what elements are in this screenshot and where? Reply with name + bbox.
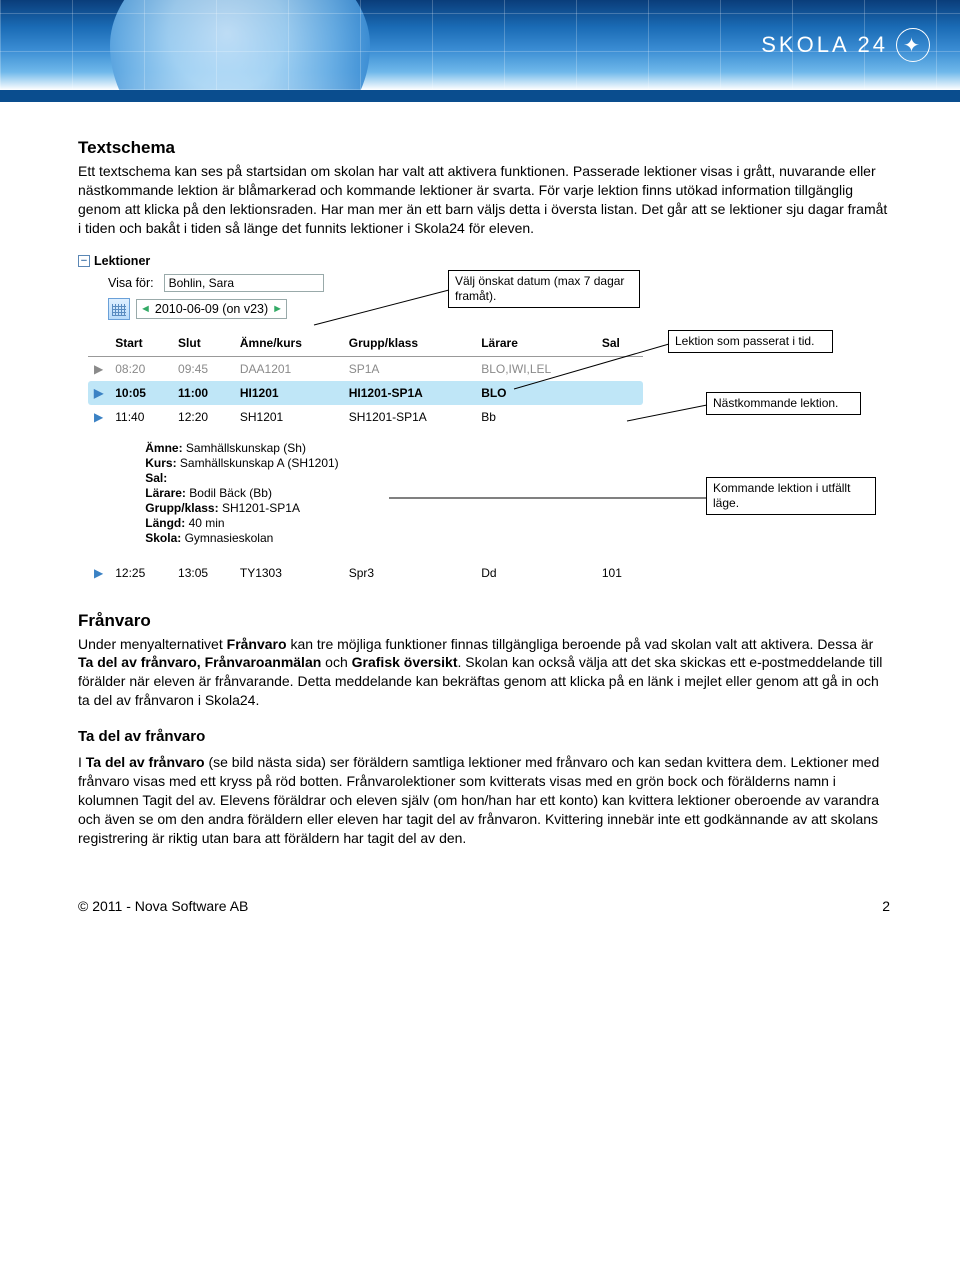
date-value: 2010-06-09 (on v23)	[155, 302, 268, 316]
cell-sal: 101	[596, 561, 643, 585]
cell-grupp: SH1201-SP1A	[343, 405, 475, 429]
callout-leader-icon	[314, 285, 454, 335]
cell-slut: 12:20	[172, 405, 234, 429]
col-slut: Slut	[172, 330, 234, 357]
detail-label-amne: Ämne:	[145, 441, 182, 455]
page-content: Textschema Ett textschema kan ses på sta…	[0, 102, 960, 898]
lektioner-title: Lektioner	[94, 254, 150, 268]
cell-grupp: HI1201-SP1A	[343, 381, 475, 405]
cell-amne: SH1201	[234, 405, 343, 429]
cell-slut: 09:45	[172, 356, 234, 381]
callout-leader-icon	[514, 341, 674, 396]
brand-logo: SKOLA 24 ✦	[761, 28, 930, 62]
detail-label-larare: Lärare:	[145, 486, 186, 500]
callout-expanded: Kommande lektion i utfällt läge.	[706, 477, 876, 515]
callout-past: Lektion som passerat i tid.	[668, 330, 833, 353]
cell-amne: HI1201	[234, 381, 343, 405]
cell-start: 10:05	[109, 381, 172, 405]
chevron-right-icon[interactable]: ►	[272, 303, 283, 315]
brand-name: SKOLA 24	[761, 32, 888, 58]
detail-larare: Bodil Bäck (Bb)	[189, 486, 272, 500]
detail-label-langd: Längd:	[145, 516, 185, 530]
cell-grupp: SP1A	[343, 356, 475, 381]
cell-start: 11:40	[109, 405, 172, 429]
lektioner-widget-wrap: − Lektioner Visa för: ◄ 2010-06-09 (on v…	[78, 252, 890, 585]
table-row[interactable]: ▶ 11:40 12:20 SH1201 SH1201-SP1A Bb	[88, 405, 643, 429]
callout-text: Lektion som passerat i tid.	[675, 334, 814, 348]
expand-icon[interactable]: ▶	[88, 381, 109, 405]
visa-for-label: Visa för:	[108, 276, 154, 290]
expand-icon[interactable]: ▶	[88, 405, 109, 429]
callout-next: Nästkommande lektion.	[706, 392, 861, 415]
visa-for-input[interactable]	[164, 274, 324, 292]
page-header-band: SKOLA 24 ✦	[0, 0, 960, 90]
section-heading-franvaro: Frånvaro	[78, 611, 890, 631]
col-start: Start	[109, 330, 172, 357]
detail-label-sal: Sal:	[145, 471, 167, 485]
detail-grupp: SH1201-SP1A	[222, 501, 300, 515]
section-heading-textschema: Textschema	[78, 138, 890, 158]
table-row[interactable]: ▶ 12:25 13:05 TY1303 Spr3 Dd 101	[88, 561, 643, 585]
cell-start: 08:20	[109, 356, 172, 381]
detail-langd: 40 min	[189, 516, 225, 530]
footer-copyright: © 2011 - Nova Software AB	[78, 898, 248, 914]
callout-date: Välj önskat datum (max 7 dagar framåt).	[448, 270, 640, 308]
detail-skola: Gymnasieskolan	[185, 531, 274, 545]
section-body-ta-del: I Ta del av frånvaro (se bild nästa sida…	[78, 753, 890, 847]
star-icon: ✦	[896, 28, 930, 62]
callout-text: Nästkommande lektion.	[713, 396, 838, 410]
cell-slut: 11:00	[172, 381, 234, 405]
calendar-icon[interactable]	[108, 298, 130, 320]
section-body-franvaro: Under menyalternativet Frånvaro kan tre …	[78, 635, 890, 711]
cell-larare: Dd	[475, 561, 596, 585]
date-picker[interactable]: ◄ 2010-06-09 (on v23) ►	[136, 299, 287, 319]
detail-amne: Samhällskunskap (Sh)	[186, 441, 306, 455]
expand-icon[interactable]: ▶	[88, 561, 109, 585]
callout-leader-icon	[389, 490, 709, 510]
cell-amne: DAA1201	[234, 356, 343, 381]
cell-start: 12:25	[109, 561, 172, 585]
detail-label-kurs: Kurs:	[145, 456, 176, 470]
cell-larare: Bb	[475, 405, 596, 429]
footer-page-number: 2	[882, 898, 890, 914]
cell-grupp: Spr3	[343, 561, 475, 585]
cell-slut: 13:05	[172, 561, 234, 585]
detail-label-skola: Skola:	[145, 531, 181, 545]
cell-amne: TY1303	[234, 561, 343, 585]
callout-leader-icon	[627, 399, 711, 427]
detail-kurs: Samhällskunskap A (SH1201)	[180, 456, 339, 470]
collapse-icon[interactable]: −	[78, 255, 90, 267]
subheading-ta-del: Ta del av frånvaro	[78, 728, 890, 745]
callout-text: Kommande lektion i utfällt läge.	[713, 481, 850, 510]
expand-icon[interactable]: ▶	[88, 356, 109, 381]
header-accent-bar	[0, 90, 960, 102]
chevron-left-icon[interactable]: ◄	[140, 303, 151, 315]
callout-text: Välj önskat datum (max 7 dagar framåt).	[455, 274, 624, 303]
section-body-textschema: Ett textschema kan ses på startsidan om …	[78, 162, 890, 238]
detail-label-grupp: Grupp/klass:	[145, 501, 218, 515]
page-footer: © 2011 - Nova Software AB 2	[0, 898, 960, 934]
